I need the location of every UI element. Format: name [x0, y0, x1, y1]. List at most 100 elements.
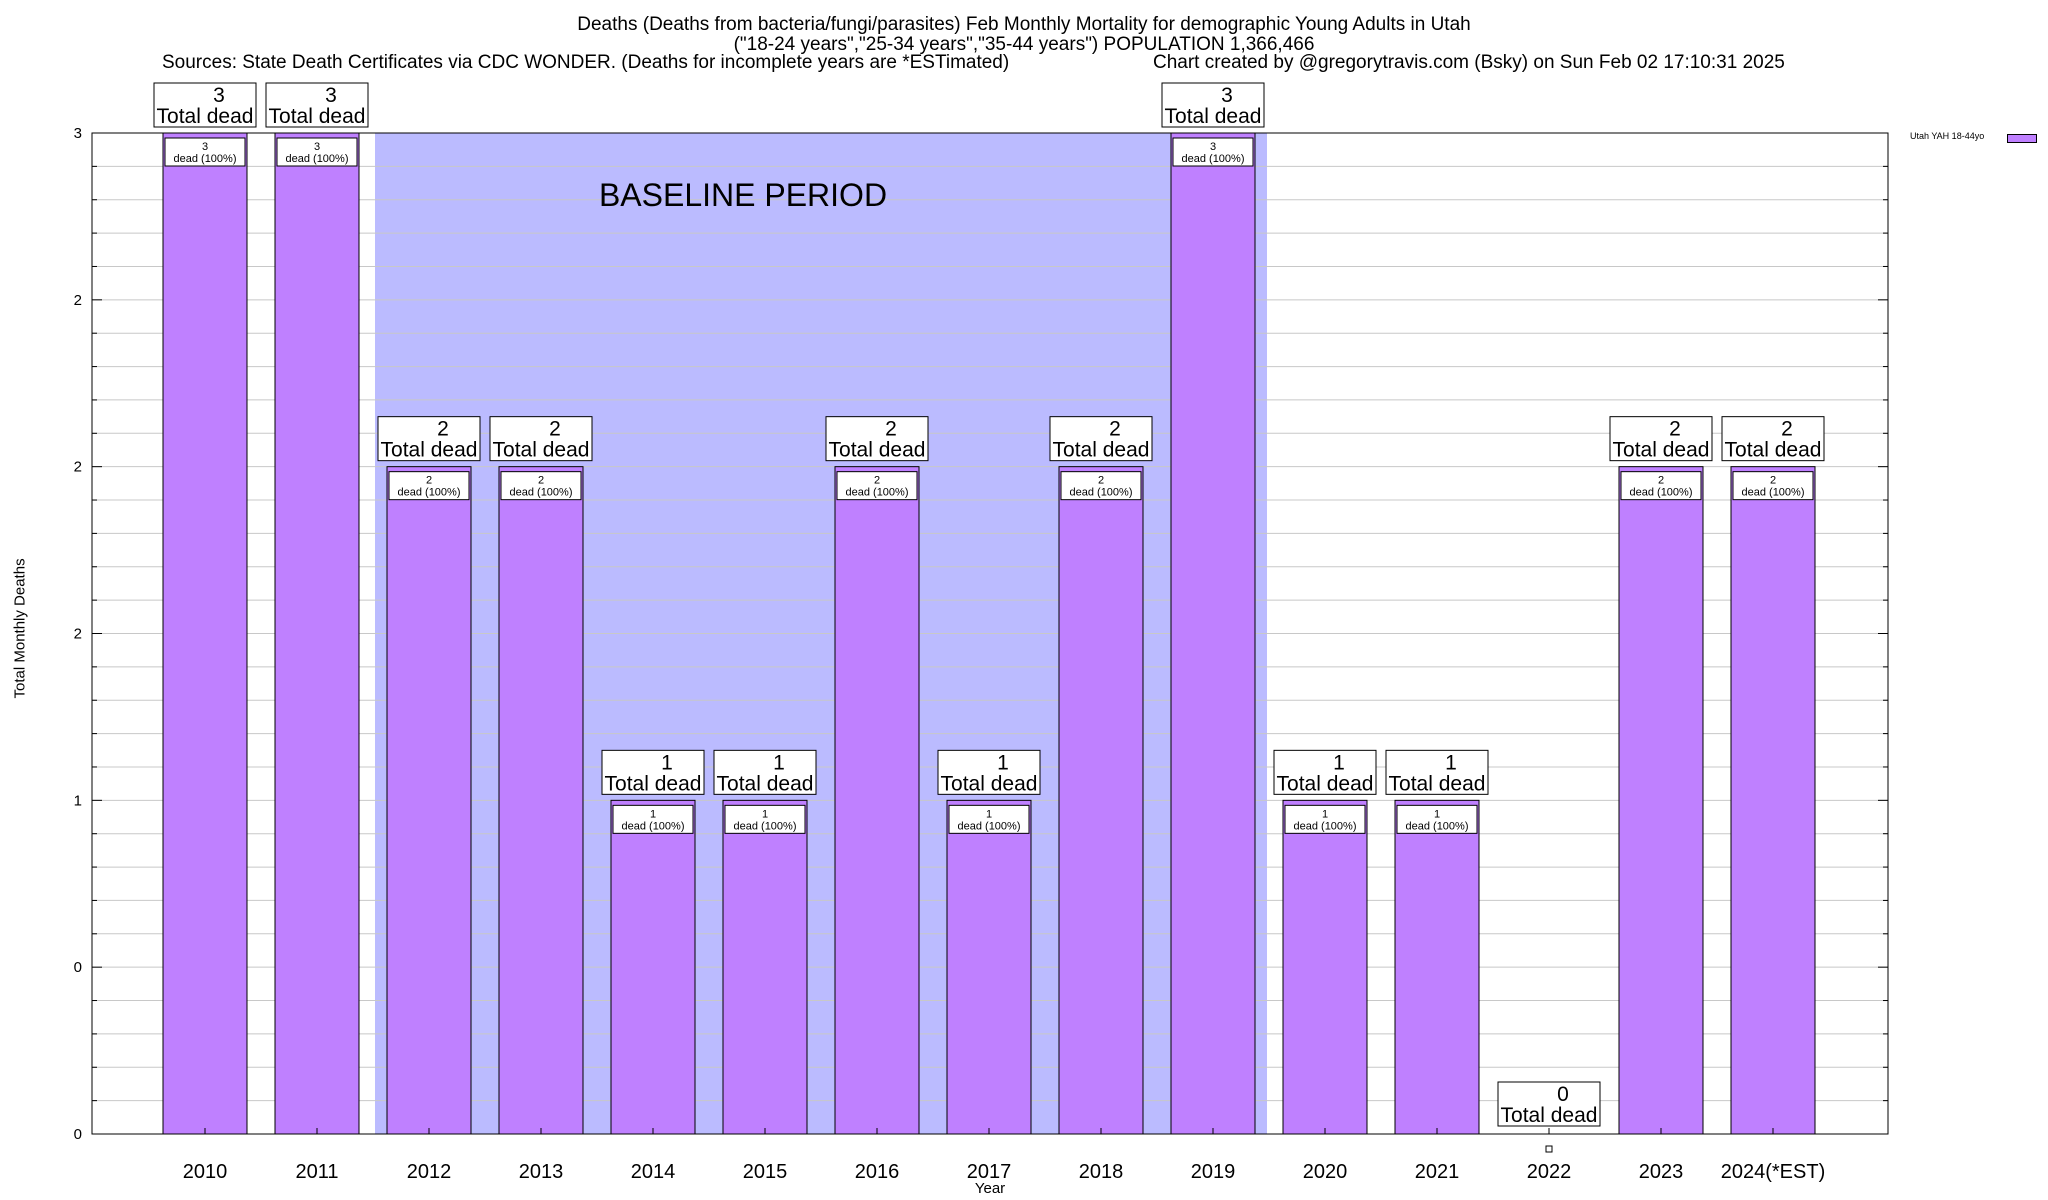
bar	[498, 466, 584, 1135]
bar-inner-label-box	[1620, 471, 1702, 501]
total-count-label: 1	[1333, 751, 1345, 774]
bar	[610, 799, 696, 1135]
total-label-box	[713, 749, 817, 795]
total-label-box	[489, 416, 593, 462]
bar-inner-count: 1	[1434, 808, 1440, 820]
bar-inner-count: 1	[650, 808, 656, 820]
x-tick-label: 2024(*EST)	[1721, 1161, 1826, 1183]
total-dead-text: Total dead	[1501, 1104, 1598, 1127]
bar-inner-count: 3	[202, 141, 208, 153]
bar-inner-count: 2	[426, 475, 432, 487]
bar-inner-label-box	[1172, 137, 1254, 167]
y-tick-label: 2	[74, 459, 82, 476]
total-label-box	[1161, 82, 1265, 128]
chart-credit: Chart created by @gregorytravis.com (Bsk…	[1153, 52, 1785, 73]
bar	[162, 132, 248, 1135]
x-tick-label: 2016	[855, 1161, 900, 1183]
total-dead-text: Total dead	[829, 439, 926, 462]
bar-inner-count: 1	[986, 808, 992, 820]
total-dead-text: Total dead	[157, 105, 254, 128]
bar-inner-label-box	[388, 471, 470, 501]
total-dead-text: Total dead	[269, 105, 366, 128]
total-count-label: 1	[997, 751, 1009, 774]
x-tick-label: 2011	[295, 1161, 338, 1183]
bar-inner-label-box	[836, 471, 918, 501]
y-tick-label: 1	[74, 792, 82, 809]
x-tick-label: 2020	[1303, 1161, 1348, 1183]
y-tick-label: 2	[74, 626, 82, 643]
bar-inner-percent: dead (100%)	[958, 820, 1021, 832]
total-dead-text: Total dead	[381, 439, 478, 462]
x-axis-label: Year	[974, 1180, 1006, 1197]
bar	[834, 466, 920, 1135]
bar-inner-count: 2	[538, 475, 544, 487]
zero-marker	[1545, 1145, 1553, 1153]
bar	[1282, 799, 1368, 1135]
total-dead-text: Total dead	[1053, 439, 1150, 462]
y-tick-label: 0	[74, 1126, 82, 1143]
x-tick-label: 2018	[1079, 1161, 1124, 1183]
bar-inner-label-box	[612, 804, 694, 834]
bar-inner-count: 2	[1658, 475, 1664, 487]
total-count-label: 2	[1109, 418, 1121, 441]
bar-inner-count: 3	[314, 141, 320, 153]
baseline-period-label: BASELINE PERIOD	[599, 177, 887, 213]
total-dead-text: Total dead	[493, 439, 590, 462]
bar-inner-count: 2	[1098, 475, 1104, 487]
bar	[1730, 466, 1816, 1135]
total-count-label: 2	[885, 418, 897, 441]
total-dead-text: Total dead	[1613, 439, 1710, 462]
bar-inner-percent: dead (100%)	[174, 153, 237, 165]
x-tick-label: 2014	[631, 1161, 676, 1183]
total-label-box	[153, 82, 257, 128]
bar	[946, 799, 1032, 1135]
total-dead-text: Total dead	[605, 772, 702, 795]
x-tick-label: 2010	[183, 1161, 228, 1183]
bar	[1170, 132, 1256, 1135]
chart-title: Deaths (Deaths from bacteria/fungi/paras…	[577, 14, 1471, 35]
bar-inner-label-box	[1732, 471, 1814, 501]
bar	[1394, 799, 1480, 1135]
y-tick-label: 0	[74, 959, 82, 976]
bar-inner-count: 3	[1210, 141, 1216, 153]
total-count-label: 2	[1669, 418, 1681, 441]
bar-inner-label-box	[1396, 804, 1478, 834]
bar-inner-count: 2	[874, 475, 880, 487]
bar-inner-percent: dead (100%)	[734, 820, 797, 832]
x-tick-label: 2015	[743, 1161, 788, 1183]
bar-inner-percent: dead (100%)	[1742, 487, 1805, 499]
total-count-label: 3	[1221, 84, 1233, 107]
bar-inner-label-box	[948, 804, 1030, 834]
y-tick-label: 2	[74, 292, 82, 309]
plot-frame	[91, 132, 1889, 1135]
bar-inner-percent: dead (100%)	[1406, 820, 1469, 832]
bar	[1058, 466, 1144, 1135]
bar-inner-label-box	[500, 471, 582, 501]
bar-inner-count: 1	[1322, 808, 1328, 820]
bar-inner-label-box	[1284, 804, 1366, 834]
total-dead-text: Total dead	[941, 772, 1038, 795]
bar-inner-label-box	[724, 804, 806, 834]
total-dead-text: Total dead	[1277, 772, 1374, 795]
total-dead-text: Total dead	[1725, 439, 1822, 462]
bar	[1618, 466, 1704, 1135]
total-dead-text: Total dead	[1389, 772, 1486, 795]
bar	[386, 466, 472, 1135]
bar-inner-label-box	[276, 137, 358, 167]
bar-inner-percent: dead (100%)	[1630, 487, 1693, 499]
chart-sources: Sources: State Death Certificates via CD…	[162, 52, 1010, 73]
bar-inner-percent: dead (100%)	[846, 487, 909, 499]
bar-inner-percent: dead (100%)	[398, 487, 461, 499]
bar-inner-label-box	[164, 137, 246, 167]
chart-subtitle: ("18-24 years","25-34 years","35-44 year…	[733, 34, 1315, 55]
total-count-label: 3	[213, 84, 225, 107]
total-label-box	[601, 749, 705, 795]
x-tick-label: 2023	[1639, 1161, 1684, 1183]
x-tick-label: 2012	[407, 1161, 452, 1183]
x-tick-label: 2017	[967, 1161, 1012, 1183]
bar-inner-count: 1	[762, 808, 768, 820]
total-label-box	[1497, 1081, 1601, 1127]
legend-swatch	[2007, 134, 2037, 143]
bar-inner-percent: dead (100%)	[510, 487, 573, 499]
